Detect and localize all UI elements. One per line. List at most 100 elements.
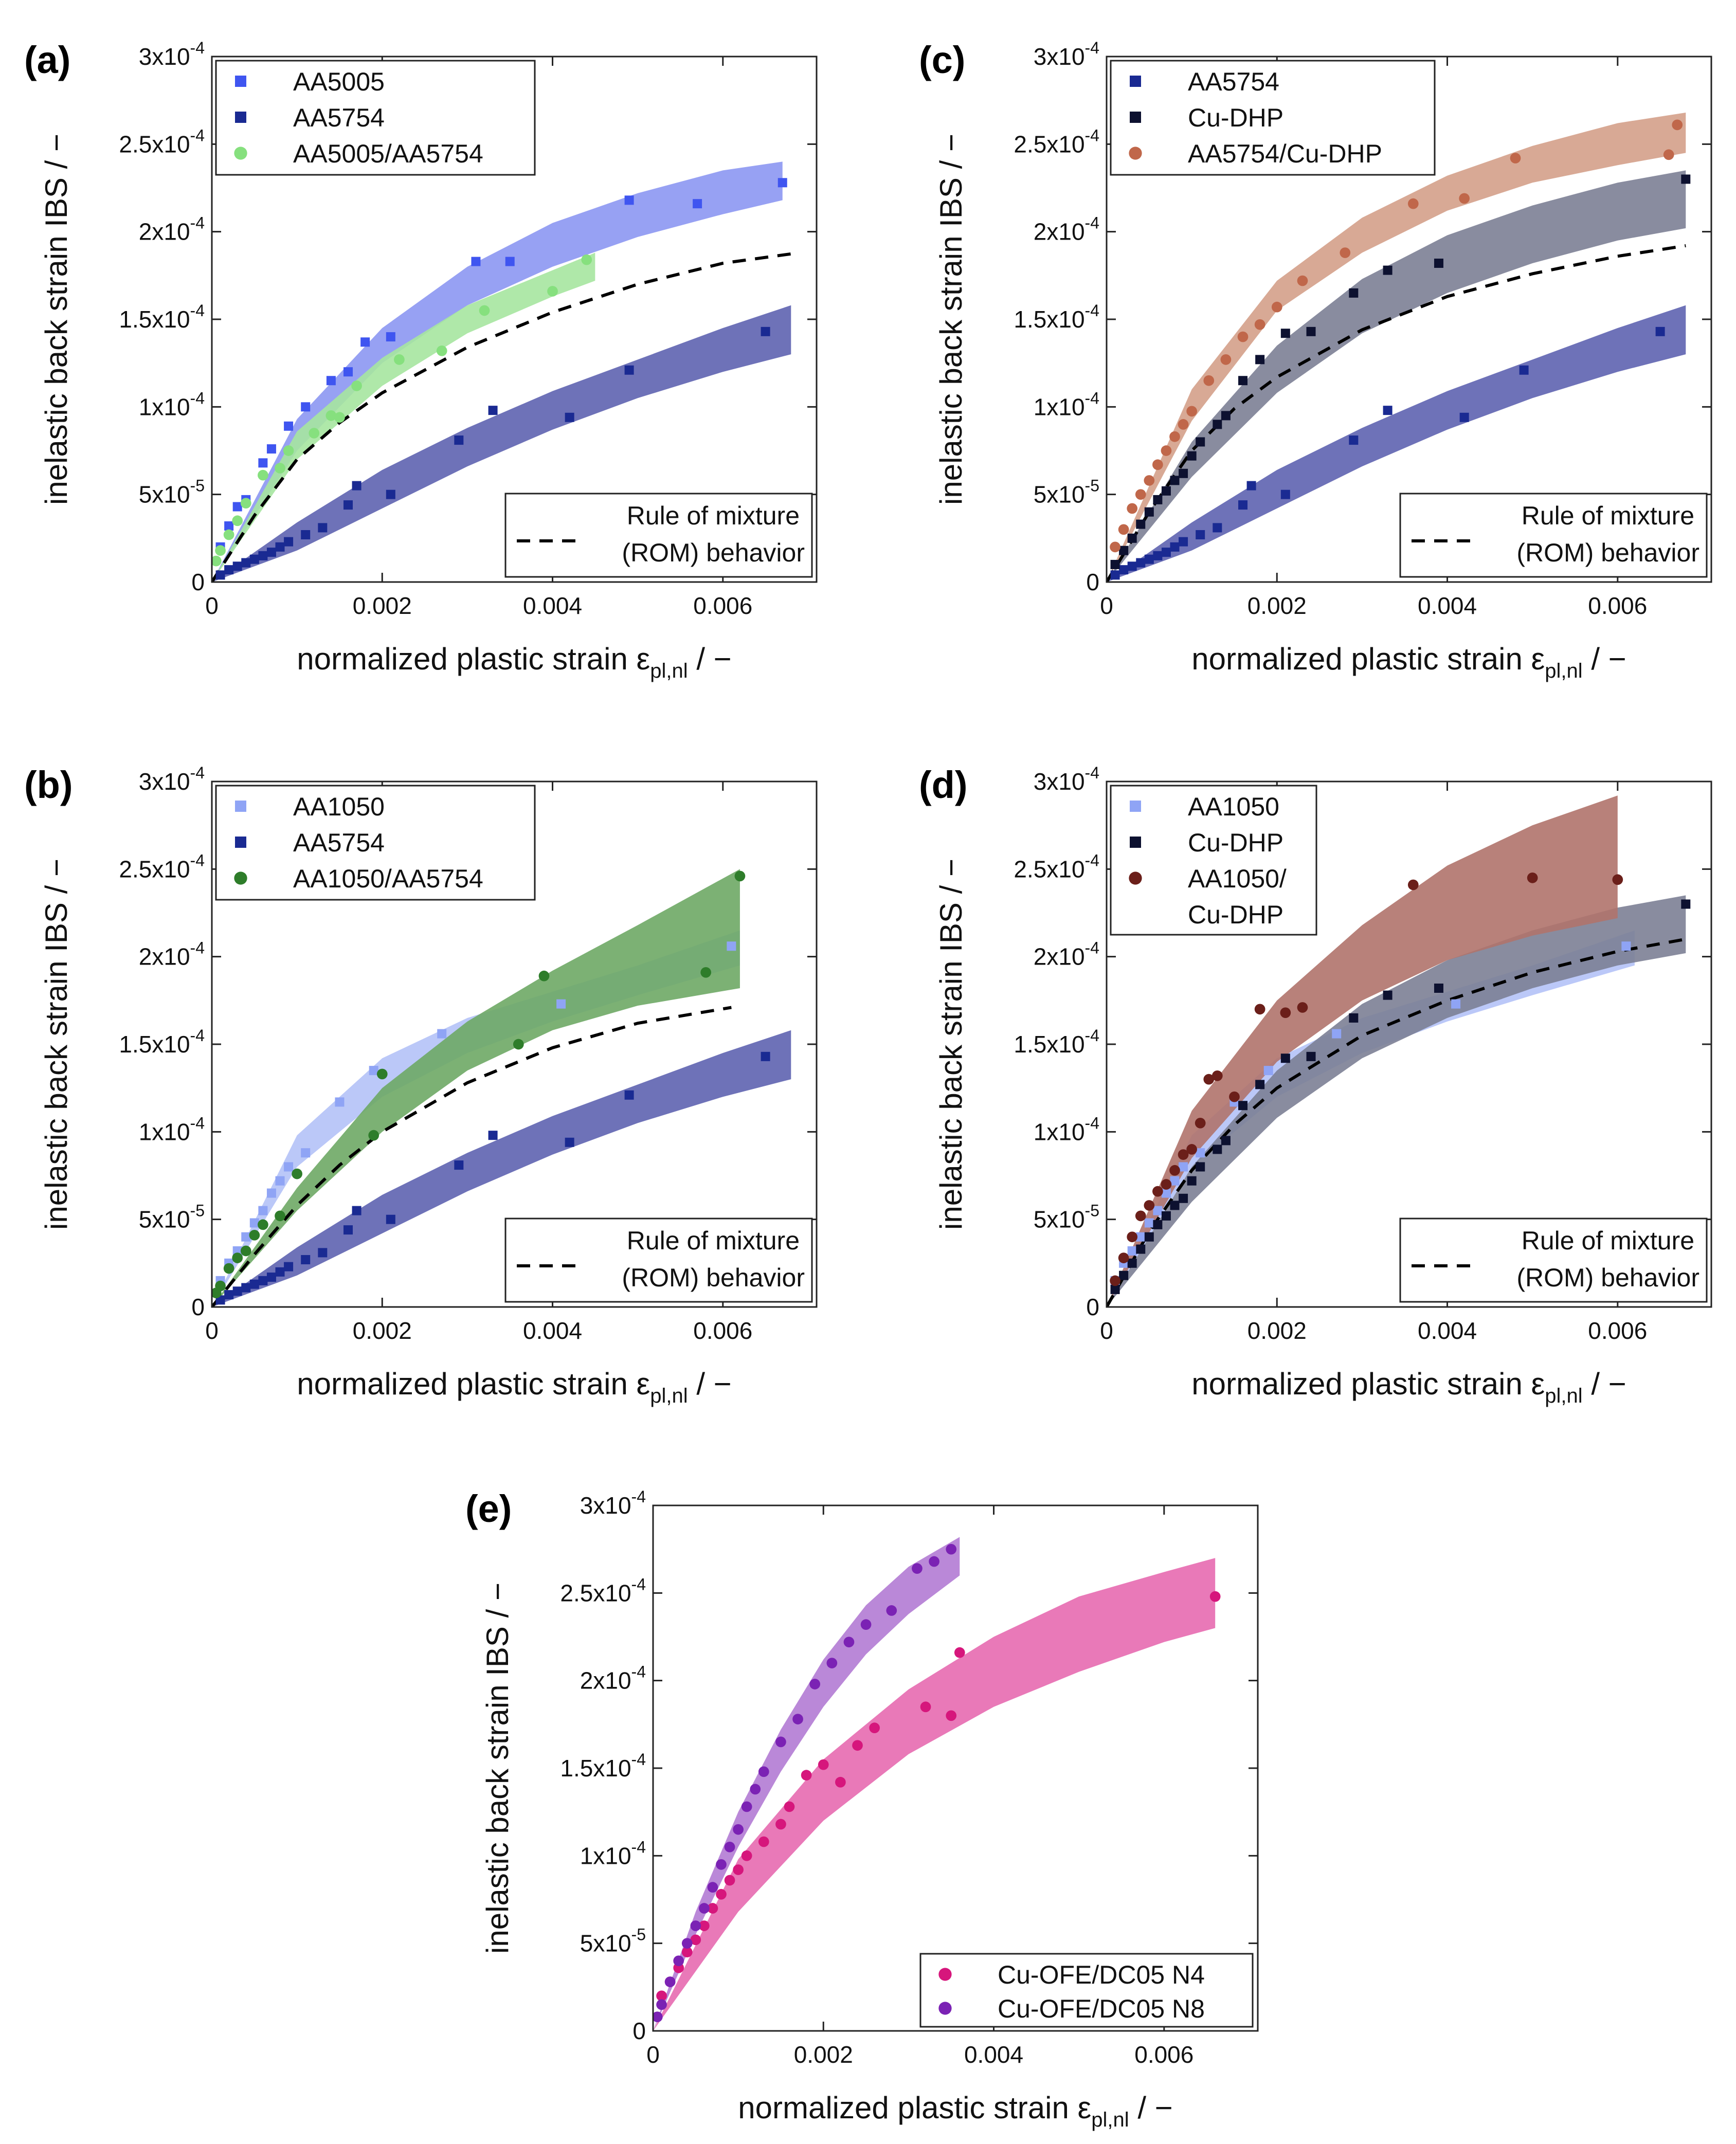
data-point	[690, 1934, 701, 1946]
y-tick-label: 3x10-4	[1034, 39, 1099, 70]
legend: Cu-OFE/DC05 N4 Cu-OFE/DC05 N8	[919, 1953, 1254, 2028]
data-point	[232, 1252, 243, 1263]
data-point	[215, 1280, 226, 1292]
data-point	[1280, 1053, 1290, 1063]
data-point	[1186, 406, 1197, 417]
data-point	[1118, 524, 1129, 535]
data-point	[1161, 1188, 1171, 1198]
data-point	[1238, 376, 1248, 386]
rom-legend-label: Rule of mixture	[1522, 1226, 1694, 1255]
y-axis-title: inelastic back strain IBS / −	[39, 859, 74, 1230]
rom-legend: Rule of mixture (ROM) behavior	[1399, 1218, 1708, 1303]
legend-entry: AA5754	[293, 828, 385, 857]
data-point	[733, 1864, 744, 1875]
band-aa5754-cu-dhp	[1107, 113, 1686, 582]
data-point	[758, 1766, 769, 1777]
y-tick-label: 2.5x10-4	[1014, 126, 1099, 157]
data-point	[1144, 1218, 1154, 1228]
data-point	[775, 1736, 786, 1748]
data-point	[1213, 420, 1222, 429]
data-point	[869, 1722, 880, 1733]
y-tick-label: 1.5x10-4	[1014, 301, 1099, 333]
data-point	[1127, 561, 1137, 571]
data-point	[741, 1850, 752, 1861]
legend-marker	[938, 2002, 952, 2015]
data-point	[266, 1188, 276, 1198]
y-tick-label: 1.5x10-4	[560, 1750, 646, 1782]
legend-entry: AA1050	[293, 792, 385, 821]
data-point	[352, 481, 361, 490]
band-aa5754	[1107, 305, 1686, 582]
data-point	[886, 1605, 897, 1616]
data-point	[681, 1938, 693, 1949]
legend-marker	[1130, 801, 1141, 812]
legend: AA5754 Cu-DHP AA5754/Cu-DHP	[1110, 60, 1436, 176]
data-point	[223, 1263, 234, 1274]
data-point	[1349, 435, 1359, 445]
y-tick-label: 2.5x10-4	[119, 851, 205, 882]
data-point	[258, 458, 268, 468]
legend-entry: AA5005	[293, 67, 385, 96]
x-tick-label: 0.002	[353, 592, 412, 619]
data-point	[292, 1168, 302, 1179]
data-point	[386, 1214, 395, 1224]
legend-entry: AA1050	[1188, 792, 1279, 821]
data-point	[656, 1999, 667, 2010]
data-point	[1238, 500, 1248, 510]
x-axis-title: normalized plastic strain εpl,nl / −	[297, 1367, 731, 1407]
rom-legend-box	[504, 493, 813, 578]
y-tick-label: 3x10-4	[580, 1487, 646, 1519]
y-tick-label: 5x10-5	[139, 477, 205, 508]
data-point	[249, 1229, 260, 1241]
data-point	[1527, 873, 1538, 883]
data-point	[275, 542, 285, 552]
band-cu-dhp	[1107, 170, 1686, 582]
legend-entry: Cu-DHP	[1188, 103, 1283, 132]
x-tick-label: 0	[646, 2041, 660, 2068]
panel-b: 0 0.002 0.004 0.006 0 5x10-5 1x10-4 1.5x10-4 2x1…	[24, 764, 818, 1407]
y-axis-title: inelastic back strain IBS / −	[480, 1583, 515, 1954]
data-point	[1306, 1051, 1316, 1061]
data-point	[240, 1245, 251, 1257]
data-point	[792, 1714, 803, 1724]
data-point	[681, 1947, 693, 1958]
data-point	[1161, 486, 1171, 496]
x-axis-title: normalized plastic strain εpl,nl / −	[1191, 642, 1626, 682]
data-point	[1127, 503, 1138, 514]
legend-marker	[235, 801, 246, 812]
data-point	[266, 1273, 276, 1282]
y-axis-title: inelastic back strain IBS / −	[39, 134, 74, 505]
rom-legend-box	[504, 1218, 813, 1303]
panel-label: (e)	[465, 1487, 512, 1530]
plot-area	[653, 1537, 1221, 2031]
plot-area	[1107, 795, 1691, 1307]
data-point	[335, 1097, 345, 1107]
legend-entry: AA5754	[1188, 67, 1279, 96]
data-point	[860, 1619, 872, 1630]
data-point	[326, 376, 336, 386]
data-point	[436, 345, 447, 356]
x-tick-label: 0.002	[1247, 1317, 1307, 1344]
data-point	[1161, 548, 1171, 557]
data-point	[624, 195, 634, 205]
data-point	[1110, 570, 1120, 580]
y-tick-label: 1x10-4	[580, 1838, 646, 1869]
data-point	[1135, 1210, 1146, 1222]
data-point	[275, 1210, 285, 1222]
data-point	[1144, 507, 1154, 517]
data-point	[1144, 554, 1154, 564]
data-point	[1213, 1144, 1222, 1154]
rom-legend-box	[1399, 1218, 1708, 1303]
data-point	[1519, 365, 1529, 375]
data-point	[1110, 1275, 1120, 1286]
band-aa5005-aa5754	[212, 252, 595, 582]
legend-marker	[235, 112, 246, 123]
data-point	[724, 1875, 735, 1886]
data-point	[1255, 355, 1265, 365]
legend-entry: Cu-DHP	[1188, 828, 1283, 857]
legend-box	[215, 785, 536, 901]
data-point	[664, 1976, 676, 1987]
data-point	[1621, 941, 1631, 951]
data-point	[1407, 879, 1419, 891]
data-point	[1349, 1013, 1359, 1023]
